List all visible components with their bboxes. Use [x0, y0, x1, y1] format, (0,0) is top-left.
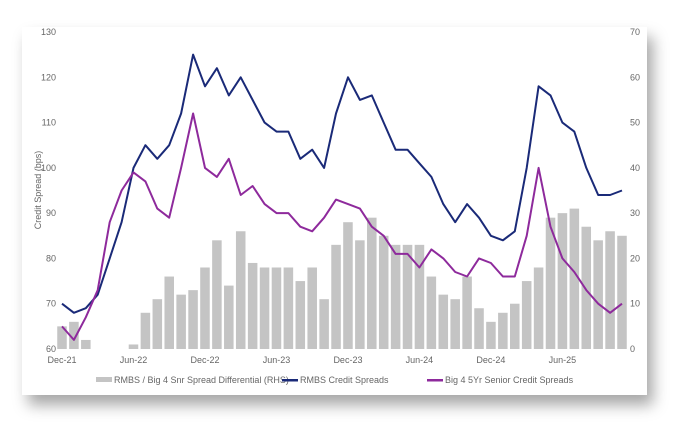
differential-bar	[390, 244, 401, 349]
differential-bar	[510, 303, 520, 349]
differential-bar	[81, 339, 91, 349]
differential-bar	[295, 281, 306, 349]
y2-tick-label: 40	[630, 163, 640, 173]
differential-bar	[307, 267, 317, 349]
y2-tick-label: 50	[630, 118, 640, 128]
x-tick-label: Dec-22	[190, 355, 219, 365]
x-tick-label: Jun-25	[549, 355, 577, 365]
legend-swatch	[427, 379, 443, 382]
differential-bar	[605, 231, 615, 349]
differential-bar	[140, 312, 151, 349]
x-tick-label: Jun-22	[120, 355, 148, 365]
differential-bar	[402, 244, 413, 349]
y-tick-label: 80	[46, 253, 56, 263]
differential-bar	[69, 321, 79, 349]
differential-bar	[188, 290, 198, 349]
y2-tick-label: 60	[630, 72, 640, 82]
differential-bar	[235, 231, 246, 349]
differential-bar	[462, 276, 472, 349]
differential-bar	[152, 299, 163, 349]
y-axis-label: Credit Spread (bps)	[33, 151, 43, 230]
differential-bar	[319, 299, 329, 349]
legend-label: Big 4 5Yr Senior Credit Spreads	[445, 375, 574, 385]
y2-tick-label: 10	[630, 299, 640, 309]
y2-tick-label: 0	[630, 344, 635, 354]
legend-label: RMBS / Big 4 Snr Spread Differential (RH…	[114, 375, 289, 385]
differential-bar	[498, 312, 508, 349]
differential-bar	[617, 235, 627, 349]
differential-bar	[271, 267, 282, 349]
legend-label: RMBS Credit Spreads	[300, 375, 389, 385]
x-tick-label: Dec-21	[47, 355, 76, 365]
differential-bar	[569, 208, 580, 349]
legend-swatch	[96, 377, 112, 382]
differential-bar	[438, 294, 449, 349]
y-tick-label: 110	[42, 118, 56, 128]
x-tick-label: Dec-24	[476, 355, 505, 365]
differential-bar	[57, 326, 67, 349]
differential-bar	[283, 267, 294, 349]
differential-bar	[414, 244, 425, 349]
x-tick-label: Dec-23	[333, 355, 362, 365]
differential-bar	[593, 240, 603, 349]
differential-bar	[247, 262, 258, 349]
differential-bar	[450, 299, 460, 349]
differential-bar	[545, 217, 556, 349]
differential-bar	[486, 321, 496, 349]
x-tick-label: Jun-23	[263, 355, 291, 365]
differential-bar	[212, 240, 222, 349]
legend-swatch	[282, 379, 298, 382]
y-tick-label: 70	[46, 299, 56, 309]
differential-bar	[176, 294, 186, 349]
big4-line	[61, 112, 623, 341]
differential-bar	[355, 240, 365, 349]
y-tick-label: 90	[46, 208, 56, 218]
differential-bar	[521, 281, 532, 349]
rmbs-line	[61, 53, 623, 314]
differential-bar	[259, 267, 270, 349]
y-tick-label: 130	[41, 27, 56, 37]
y2-tick-label: 70	[630, 27, 640, 37]
y-tick-label: 60	[46, 344, 56, 354]
differential-bar	[224, 285, 234, 349]
differential-bar	[128, 344, 139, 349]
differential-bar	[367, 217, 377, 349]
differential-bar	[426, 276, 437, 349]
differential-bar	[343, 222, 353, 349]
differential-bar	[581, 226, 592, 349]
y-tick-label: 100	[41, 163, 56, 173]
differential-bar	[331, 244, 341, 349]
differential-bar	[200, 267, 210, 349]
y-tick-label: 120	[41, 72, 56, 82]
y2-tick-label: 30	[630, 208, 640, 218]
differential-bar	[164, 276, 174, 349]
differential-bar	[557, 213, 568, 349]
differential-bar	[533, 267, 544, 349]
differential-bar	[474, 308, 484, 349]
y2-tick-label: 20	[630, 253, 640, 263]
differential-bar	[378, 235, 389, 349]
x-tick-label: Jun-24	[406, 355, 434, 365]
